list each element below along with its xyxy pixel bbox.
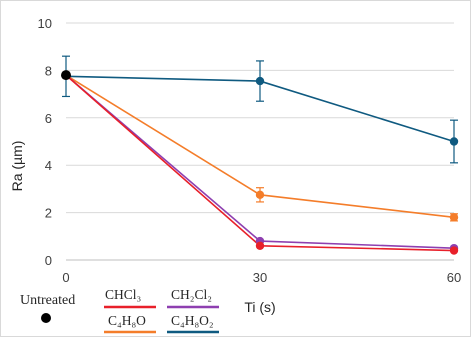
- y-tick-label-6: 6: [45, 111, 52, 126]
- data-point-untreated: [61, 70, 71, 81]
- legend-label-1: CH₂Cl₂: [171, 287, 212, 302]
- untreated-legend-label: Untreated: [20, 293, 75, 308]
- x-tick-label-0: 0: [62, 270, 69, 285]
- gridlines: [66, 22, 454, 214]
- data-points: [61, 70, 459, 255]
- x-tick-label-30: 30: [253, 270, 267, 285]
- y-axis-label: Ra (µm): [9, 141, 25, 192]
- x-tick-label-60: 60: [447, 270, 461, 285]
- x-axis-label: Ti (s): [244, 299, 275, 315]
- y-tick-label-2: 2: [45, 206, 52, 221]
- legend-label-3: C₄H₈O₂: [171, 313, 214, 328]
- legend-label-2: C₄H₈O: [108, 313, 146, 328]
- legend-label-0: CHCl₃: [105, 287, 142, 302]
- data-point-3-2: [449, 137, 459, 146]
- y-tick-label-10: 10: [38, 16, 52, 31]
- y-tick-label-8: 8: [45, 63, 52, 78]
- data-point-3-1: [255, 76, 265, 86]
- tick-labels: 0 2 4 6 8 10 0 30 60: [38, 16, 462, 285]
- y-tick-label-4: 4: [45, 158, 52, 173]
- data-point-0-1: [255, 241, 265, 250]
- y-tick-label-0: 0: [45, 253, 52, 268]
- data-point-2-2: [449, 213, 459, 222]
- data-point-2-1: [255, 190, 265, 200]
- legend: CHCl₃ CH₂Cl₂ C₄H₈O C₄H₈O₂: [104, 287, 219, 334]
- data-point-0-2: [449, 246, 459, 255]
- untreated-legend-marker: [41, 313, 51, 323]
